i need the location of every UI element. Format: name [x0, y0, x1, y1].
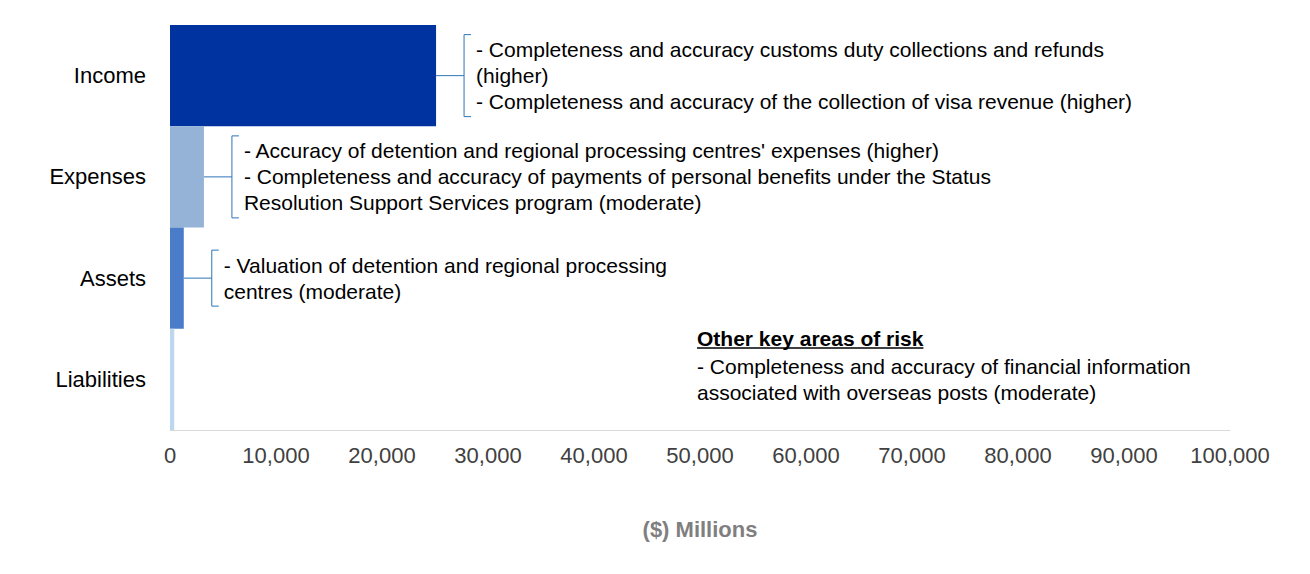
- svg-text:50,000: 50,000: [666, 443, 733, 468]
- svg-text:30,000: 30,000: [454, 443, 521, 468]
- svg-text:(higher): (higher): [476, 64, 548, 87]
- svg-text:centres (moderate): centres (moderate): [224, 280, 401, 303]
- svg-text:Income: Income: [74, 63, 146, 88]
- svg-text:20,000: 20,000: [348, 443, 415, 468]
- svg-text:0: 0: [164, 443, 176, 468]
- svg-text:- Valuation of detention and r: - Valuation of detention and regional pr…: [224, 254, 667, 277]
- svg-text:Liabilities: Liabilities: [56, 367, 147, 392]
- svg-text:90,000: 90,000: [1090, 443, 1157, 468]
- svg-text:- Completeness and accuracy of: - Completeness and accuracy of financial…: [697, 355, 1191, 378]
- svg-text:Resolution Support Services pr: Resolution Support Services program (mod…: [244, 191, 702, 214]
- svg-text:Expenses: Expenses: [49, 164, 146, 189]
- svg-text:- Completeness and accuracy of: - Completeness and accuracy of payments …: [244, 165, 991, 188]
- svg-text:70,000: 70,000: [878, 443, 945, 468]
- svg-text:Other key areas of risk: Other key areas of risk: [697, 327, 924, 350]
- svg-text:Assets: Assets: [80, 266, 146, 291]
- svg-text:($) Millions: ($) Millions: [643, 517, 758, 542]
- svg-text:40,000: 40,000: [560, 443, 627, 468]
- svg-text:10,000: 10,000: [242, 443, 309, 468]
- svg-text:associated with overseas posts: associated with overseas posts (moderate…: [697, 381, 1096, 404]
- svg-text:- Accuracy of detention and re: - Accuracy of detention and regional pro…: [244, 139, 939, 162]
- svg-text:60,000: 60,000: [772, 443, 839, 468]
- svg-text:- Completeness and accuracy cu: - Completeness and accuracy customs duty…: [476, 38, 1104, 61]
- svg-text:80,000: 80,000: [984, 443, 1051, 468]
- svg-text:100,000: 100,000: [1190, 443, 1270, 468]
- svg-text:- Completeness and accuracy of: - Completeness and accuracy of the colle…: [476, 90, 1132, 113]
